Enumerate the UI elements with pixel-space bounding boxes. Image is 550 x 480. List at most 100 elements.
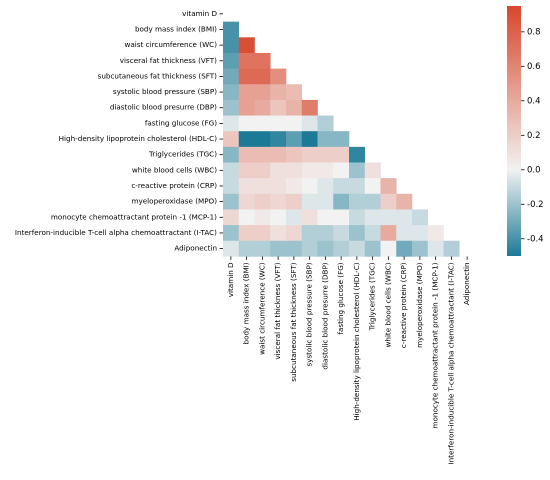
x-tick-label: High-density lipoprotein cholesterol (HD… [352, 262, 361, 421]
heatmap-cell [223, 99, 240, 116]
heatmap-cell [238, 37, 255, 54]
heatmap-cell [270, 225, 287, 242]
colorbar: -0.4 -0.2 0.0 0.2 0.4 0.6 0.8 [507, 6, 544, 256]
heatmap-cell [223, 178, 240, 195]
heatmap-cell [349, 178, 366, 195]
x-tick-label: Triglycerides (TGC) [368, 262, 377, 331]
heatmap-cell [317, 115, 334, 132]
heatmap-cell [270, 178, 287, 195]
y-tick-label: Adiponectin [174, 244, 217, 253]
heatmap-cell [349, 146, 366, 163]
heatmap-cell [223, 131, 240, 148]
heatmap-cell [333, 146, 350, 163]
heatmap-cell [317, 178, 334, 195]
heatmap-cell [223, 162, 240, 179]
heatmap-cell [223, 37, 240, 54]
heatmap-cell [254, 178, 271, 195]
x-tick-label: Adiponectin [462, 262, 471, 305]
heatmap-cell [286, 225, 303, 242]
heatmap-cell [317, 146, 334, 163]
colorbar-tick-label: 0.4 [527, 96, 541, 106]
colorbar-tick-label: 0.2 [527, 131, 541, 141]
heatmap-cell [364, 209, 381, 226]
heatmap-cell [286, 146, 303, 163]
heatmap-cell [427, 225, 444, 242]
heatmap-cell [349, 225, 366, 242]
heatmap-cell [286, 240, 303, 257]
heatmap-cell [364, 178, 381, 195]
heatmap-cell [270, 162, 287, 179]
heatmap-cell [380, 178, 397, 195]
heatmap-cell [364, 193, 381, 210]
heatmap-cell [238, 162, 255, 179]
heatmap-cell [238, 193, 255, 210]
heatmap-cell [443, 240, 460, 257]
heatmap-cell [238, 209, 255, 226]
y-tick-label: subcutaneous fat thickness (SFT) [98, 71, 218, 80]
heatmap-cell [254, 209, 271, 226]
heatmap-cell [270, 115, 287, 132]
y-tick-label: High-density lipoprotein cholesterol (HD… [59, 134, 218, 143]
heatmap-cell [254, 52, 271, 69]
colorbar-tick-label: -0.2 [527, 200, 544, 210]
heatmap-cell [301, 240, 318, 257]
heatmap-cell [254, 131, 271, 148]
heatmap-cell [380, 240, 397, 257]
heatmap-cell [349, 193, 366, 210]
heatmap-cell [270, 146, 287, 163]
heatmap-cell [333, 240, 350, 257]
heatmap-cell [254, 146, 271, 163]
heatmap-cell [270, 99, 287, 116]
heatmap-cell [270, 209, 287, 226]
heatmap-cell [270, 131, 287, 148]
x-tick-label: Interferon-inducible T-cell alpha chemoa… [446, 262, 455, 464]
heatmap-cell [286, 209, 303, 226]
heatmap-cell [380, 209, 397, 226]
heatmap-cell [223, 115, 240, 132]
heatmap-cell [254, 68, 271, 85]
heatmap-cell [238, 225, 255, 242]
heatmap-cell [286, 178, 303, 195]
y-tick-label: systolic blood pressure (SBP) [113, 87, 217, 96]
heatmap-cell [333, 162, 350, 179]
heatmap-cell [286, 84, 303, 101]
heatmap-cell [254, 193, 271, 210]
y-tick-label: visceral fat thickness (VFT) [120, 56, 217, 65]
x-axis-labels: vitamin D body mass index (BMI) waist circ… [226, 256, 471, 465]
heatmap-cell [349, 162, 366, 179]
heatmap-cell [317, 209, 334, 226]
heatmap-cell [364, 225, 381, 242]
y-tick-label: waist circumference (WC) [125, 40, 218, 49]
heatmap-cell [254, 115, 271, 132]
heatmap-cell [223, 52, 240, 69]
heatmap-cell [333, 178, 350, 195]
x-tick-label: systolic blood pressure (SBP) [305, 262, 314, 366]
heatmap-cell [223, 84, 240, 101]
heatmap-cell [270, 240, 287, 257]
y-tick-label: Triglycerides (TGC) [148, 150, 217, 159]
x-tick-label: subcutaneous fat thickness (SFT) [289, 262, 298, 382]
colorbar-gradient [507, 6, 521, 256]
colorbar-tick-label: 0.8 [527, 27, 541, 37]
heatmap-cell [349, 240, 366, 257]
heatmap-cell [286, 131, 303, 148]
y-axis-labels: vitamin D body mass index (BMI) waist circ… [15, 9, 223, 253]
heatmap-cell [254, 225, 271, 242]
heatmap-cell [317, 162, 334, 179]
heatmap-cell [412, 225, 429, 242]
y-tick-label: white blood cells (WBC) [132, 165, 217, 174]
colorbar-tick-label: 0.6 [527, 62, 541, 72]
heatmap-cell [270, 193, 287, 210]
heatmap-cell [412, 240, 429, 257]
heatmap-cell [301, 162, 318, 179]
heatmap-cell [317, 225, 334, 242]
heatmap-cell [396, 209, 413, 226]
heatmap-cell [238, 52, 255, 69]
x-tick-label: white blood cells (WBC) [383, 262, 392, 347]
heatmap-cell [286, 162, 303, 179]
heatmap-cell [238, 68, 255, 85]
x-tick-label: c-reactive protein (CRP) [399, 262, 408, 348]
heatmap-cell [396, 225, 413, 242]
y-tick-label: monocyte chemoattractant protein -1 (MCP… [51, 212, 217, 221]
